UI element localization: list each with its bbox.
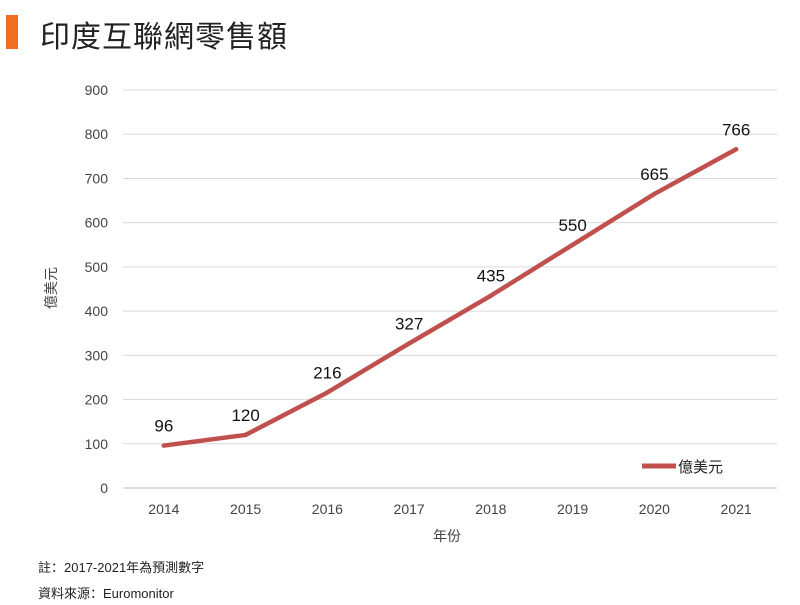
data-point (243, 432, 248, 438)
y-tick-label: 100 (85, 436, 109, 452)
source-note: 資料來源：Euromonitor (38, 586, 174, 601)
legend-label: 億美元 (678, 458, 723, 476)
data-labels: 96 120 216 327 435 550 665 766 (154, 120, 750, 435)
x-tick-label: 2017 (394, 501, 425, 517)
y-tick-label: 400 (85, 303, 109, 319)
data-point (652, 191, 657, 197)
data-label: 665 (640, 165, 668, 184)
x-tick-label: 2018 (475, 501, 506, 517)
title-accent-bar (6, 15, 18, 49)
y-tick-label: 800 (85, 126, 109, 142)
x-tick-label: 2021 (721, 501, 752, 517)
data-label: 120 (231, 406, 259, 425)
x-tick-label: 2016 (312, 501, 343, 517)
y-tick-label: 0 (100, 480, 108, 496)
data-point (161, 443, 167, 448)
y-tick-label: 300 (85, 347, 109, 363)
data-point (570, 242, 575, 247)
data-label: 216 (313, 363, 341, 382)
gridlines (123, 89, 777, 489)
chart-title: 印度互聯網零售額 (40, 20, 288, 55)
data-point (488, 293, 494, 298)
x-tick-label: 2014 (148, 501, 179, 517)
x-tick-label: 2020 (639, 501, 670, 517)
y-axis-ticks: 0 100 200 300 400 500 600 700 800 900 (85, 82, 109, 496)
x-axis-label: 年份 (433, 529, 461, 545)
data-point (325, 390, 330, 395)
legend: 億美元 (642, 458, 723, 476)
data-point (733, 147, 739, 152)
data-label: 327 (395, 314, 423, 333)
y-tick-label: 900 (85, 82, 109, 98)
y-axis-label: 億美元 (44, 267, 60, 309)
x-tick-label: 2015 (230, 501, 261, 517)
series-line (161, 147, 739, 448)
data-label: 435 (477, 267, 505, 286)
data-label: 550 (558, 216, 586, 235)
y-tick-label: 200 (85, 392, 109, 408)
x-axis-ticks: 2014 2015 2016 2017 2018 2019 2020 2021 (148, 501, 752, 517)
y-tick-label: 500 (85, 259, 109, 275)
data-label: 96 (154, 417, 173, 436)
y-tick-label: 600 (85, 215, 109, 231)
data-point (406, 341, 412, 346)
data-label: 766 (722, 120, 750, 139)
x-tick-label: 2019 (557, 501, 588, 517)
footnote: 註：2017-2021年為預測數字 (38, 560, 205, 575)
y-tick-label: 700 (85, 170, 109, 186)
series-group (161, 147, 739, 448)
